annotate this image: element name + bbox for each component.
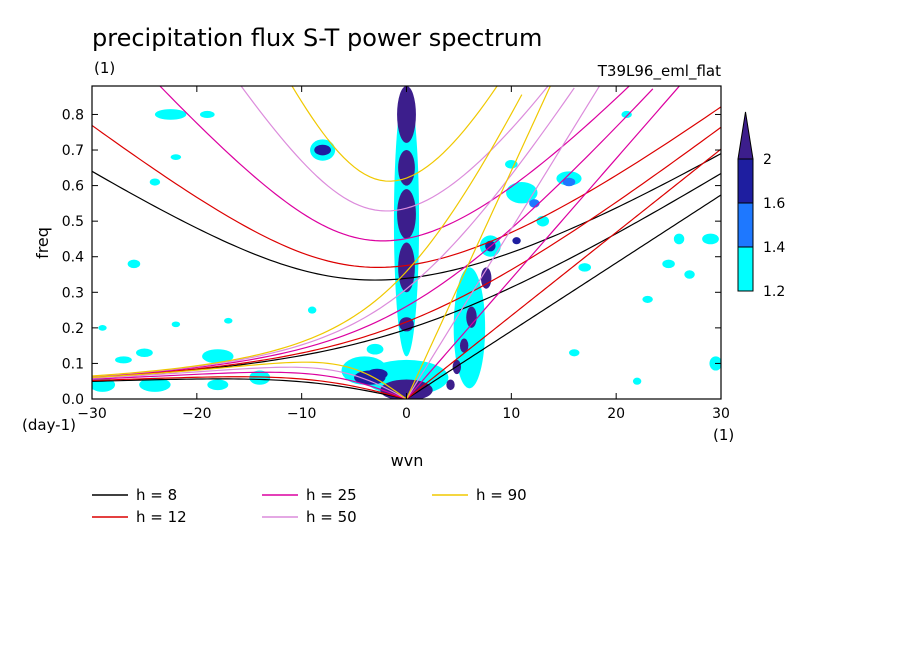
contour-region-high — [512, 237, 521, 245]
y-tick-label: 0.6 — [62, 179, 84, 195]
x-axis: −30 −20 −10 0 10 20 30 — [77, 86, 730, 422]
x-axis-label: wvn — [391, 451, 424, 470]
kelvin-curve — [406, 148, 721, 399]
colorbar-segment — [737, 158, 754, 204]
units-label: (1) — [94, 59, 115, 77]
contour-region-low — [684, 270, 695, 279]
x-unit-label: (1) — [713, 426, 734, 444]
legend-label: h = 8 — [136, 486, 177, 504]
inertio-gravity-curve — [92, 153, 721, 281]
contour-region-low — [642, 295, 653, 303]
run-label: T39L96_eml_flat — [597, 62, 721, 81]
x-tick-label: −20 — [182, 406, 212, 422]
contour-fill-layer — [92, 86, 721, 399]
contour-region-high — [446, 379, 455, 391]
colorbar-segment — [737, 202, 754, 248]
chart-title: precipitation flux S-T power spectrum — [92, 24, 542, 52]
contour-region-high — [366, 368, 388, 380]
legend-label: h = 90 — [476, 486, 527, 504]
colorbar: 1.2 1.4 1.6 2 — [737, 111, 785, 300]
contour-region-low — [127, 259, 141, 269]
colorbar-label: 1.4 — [763, 240, 785, 256]
kelvin-curve — [406, 194, 721, 399]
y-tick-label: 0.0 — [62, 392, 84, 408]
contour-region-high — [397, 86, 416, 143]
y-tick-label: 0.2 — [62, 321, 84, 337]
contour-region-low — [98, 325, 107, 331]
contour-region-low — [632, 377, 642, 385]
contour-region-low — [170, 154, 182, 160]
contour-region-low — [505, 159, 518, 169]
x-tick-label: −30 — [77, 406, 107, 422]
contour-region-low — [139, 377, 171, 392]
mrg-curve — [92, 126, 721, 378]
contour-region-high — [397, 189, 416, 239]
y-tick-label: 0.8 — [62, 107, 84, 123]
kelvin-curve — [406, 86, 681, 399]
contour-region-low — [224, 317, 233, 324]
rossby-curve — [92, 376, 407, 399]
contour-region-low — [199, 110, 215, 119]
inertio-gravity-curve — [291, 86, 498, 182]
x-tick-label: 20 — [607, 406, 625, 422]
mrg-curve — [92, 88, 654, 378]
legend-label: h = 12 — [136, 508, 187, 526]
contour-region-low — [154, 109, 187, 120]
contour-region-high — [459, 338, 469, 353]
rossby-curve — [92, 366, 407, 399]
x-tick-label: 0 — [402, 406, 411, 422]
contour-region-low — [673, 233, 685, 245]
x-tick-label: 10 — [502, 406, 520, 422]
inertio-gravity-curve — [92, 106, 721, 268]
colorbar-segment — [737, 246, 754, 292]
contour-region-low — [149, 178, 161, 186]
contour-region-low — [702, 233, 719, 245]
contour-region-low — [249, 370, 271, 385]
contour-region-low — [171, 321, 181, 328]
inertio-gravity-curve — [159, 86, 631, 242]
kelvin-curve — [405, 86, 601, 399]
x-tick-label: −10 — [287, 406, 317, 422]
rossby-curve — [92, 378, 407, 399]
rossby-curve — [92, 361, 407, 399]
y-unit-label: (day-1) — [22, 416, 76, 434]
colorbar-label: 1.2 — [763, 284, 785, 300]
contour-region-high — [314, 144, 332, 156]
contour-region-high — [398, 242, 415, 293]
contour-region-low — [578, 263, 592, 272]
legend: h = 8 h = 12 h = 25 h = 50 h = 90 — [92, 486, 527, 526]
contour-region-high — [480, 267, 492, 289]
y-tick-label: 0.5 — [62, 214, 84, 230]
contour-region-low — [662, 259, 675, 269]
kelvin-curve — [405, 86, 552, 399]
y-tick-label: 0.7 — [62, 143, 84, 159]
legend-label: h = 25 — [306, 486, 357, 504]
contour-region-low — [568, 349, 580, 357]
colorbar-label: 2 — [763, 152, 772, 168]
contour-region-low — [136, 348, 153, 358]
colorbar-label: 1.6 — [763, 196, 785, 212]
contour-region-low — [115, 356, 132, 364]
contour-region-low — [207, 379, 229, 391]
y-axis-label: freq — [33, 227, 52, 259]
y-tick-label: 0.4 — [62, 250, 84, 266]
dispersion-curves-layer — [92, 86, 721, 399]
contour-region-high — [562, 177, 576, 187]
y-tick-label: 0.1 — [62, 356, 84, 372]
mrg-curve — [92, 94, 523, 377]
legend-label: h = 50 — [306, 508, 357, 526]
contour-region-low — [202, 349, 234, 364]
inertio-gravity-curve — [240, 86, 549, 212]
contour-region-low — [307, 306, 317, 314]
contour-region-high — [466, 306, 477, 328]
y-tick-label: 0.3 — [62, 285, 84, 301]
y-axis: 0.0 0.1 0.2 0.3 0.4 0.5 0.6 0.7 0.8 — [62, 107, 721, 408]
contour-region-low — [366, 343, 384, 355]
x-tick-label: 30 — [712, 406, 730, 422]
contour-region-low — [506, 182, 538, 204]
colorbar-extend-arrow — [737, 111, 754, 160]
rossby-curve — [92, 371, 407, 399]
